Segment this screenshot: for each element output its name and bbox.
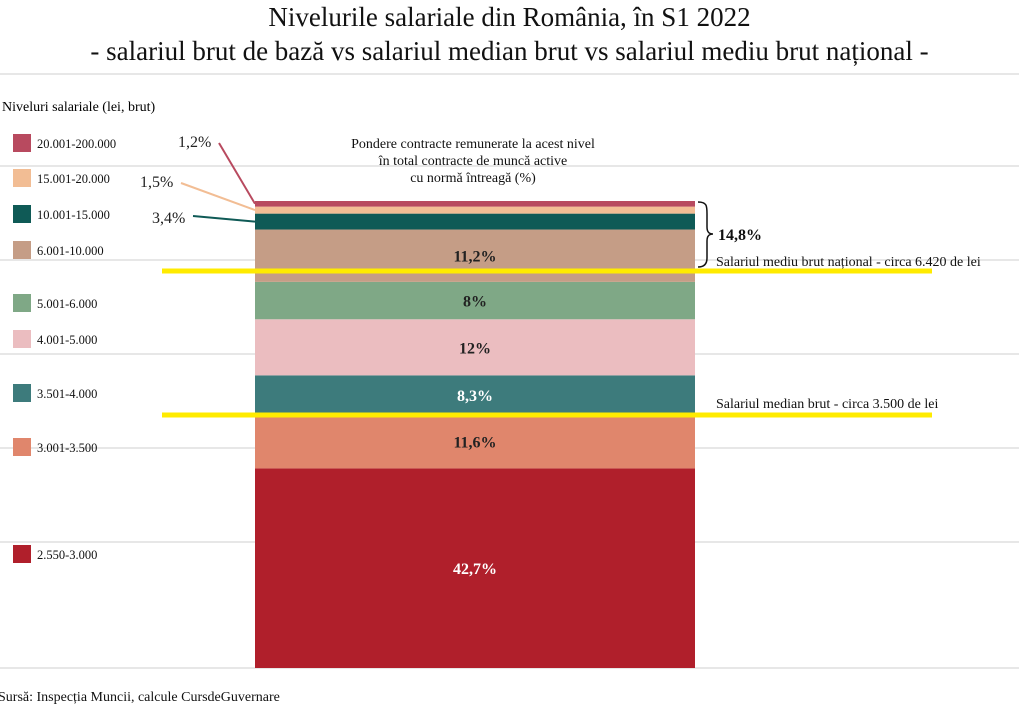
reference-lines: Salariul mediu brut național - circa 6.4…	[162, 255, 981, 418]
reference-line-label: Salariul mediu brut național - circa 6.4…	[716, 255, 981, 270]
legend-label: 15.001-20.000	[37, 172, 110, 186]
stacked-bar-chart: Niveluri salariale (lei, brut) 20.001-20…	[0, 73, 1019, 669]
bar-segment-10.001-15.000	[255, 213, 695, 230]
bar-caption: Pondere contracte remunerate la acest ni…	[351, 137, 595, 186]
callout-label: 1,2%	[178, 134, 211, 151]
data-label: 42,7%	[453, 561, 497, 578]
bar-caption-line: cu normă întreagă (%)	[410, 171, 536, 186]
callout-label: 1,5%	[140, 174, 173, 191]
bar-segment-3.001-3.500	[255, 414, 695, 469]
bar-segment-15.001-20.000	[255, 206, 695, 214]
legend-label: 4.001-5.000	[37, 333, 97, 347]
data-label: 8%	[463, 294, 487, 311]
legend-swatch	[13, 384, 31, 402]
bar-segment-2.550-3.000	[255, 468, 695, 668]
legend-swatch	[13, 330, 31, 348]
legend-label: 6.001-10.000	[37, 244, 104, 258]
bar-segment-20.001-200.000	[255, 201, 695, 207]
legend-swatch	[13, 294, 31, 312]
legend: 20.001-200.000 15.001-20.000 10.001-15.000…	[13, 134, 116, 563]
legend-swatch	[13, 438, 31, 456]
callout-label: 3,4%	[152, 210, 185, 227]
data-label: 11,6%	[453, 434, 496, 451]
callout-leader	[218, 142, 256, 205]
legend-label: 3.501-4.000	[37, 387, 97, 401]
bar-caption-line: în total contracte de muncă active	[378, 154, 568, 169]
legend-swatch	[13, 241, 31, 259]
bar-segment-3.501-4.000	[255, 375, 695, 415]
chart-title: Nivelurile salariale din România, în S1 …	[268, 2, 751, 32]
bar-caption-line: Pondere contracte remunerate la acest ni…	[351, 137, 595, 152]
data-label: 8,3%	[457, 388, 493, 405]
legend-label: 3.001-3.500	[37, 441, 97, 455]
data-labels: 42,7% 11,6% 8,3% 12% 8% 11,2%	[453, 249, 497, 579]
data-label: 11,2%	[453, 249, 496, 266]
bar-segment-5.001-6.000	[255, 281, 695, 320]
small-segment-callouts: 1,2% 1,5% 3,4%	[140, 134, 256, 227]
legend-swatch	[13, 205, 31, 223]
legend-swatch	[13, 169, 31, 187]
legend-label: 10.001-15.000	[37, 208, 110, 222]
data-label: 12%	[459, 340, 491, 357]
legend-title: Niveluri salariale (lei, brut)	[2, 100, 155, 115]
source-note: Sursă: Inspecția Muncii, calcule CursdeG…	[0, 690, 280, 705]
bar-segment-4.001-5.000	[255, 319, 695, 376]
bracket-label: 14,8%	[718, 227, 762, 244]
reference-line-label: Salariul median brut - circa 3.500 de le…	[716, 397, 938, 412]
legend-label: 2.550-3.000	[37, 548, 97, 562]
legend-label: 20.001-200.000	[37, 137, 116, 151]
callout-leader	[192, 215, 256, 223]
legend-label: 5.001-6.000	[37, 297, 97, 311]
bracket-brace	[697, 201, 714, 268]
chart-subtitle: - salariul brut de bază vs salariul medi…	[90, 36, 929, 66]
legend-swatch	[13, 134, 31, 152]
legend-swatch	[13, 545, 31, 563]
callout-leader	[180, 182, 256, 212]
bracket-annotation: 14,8%	[697, 201, 762, 268]
